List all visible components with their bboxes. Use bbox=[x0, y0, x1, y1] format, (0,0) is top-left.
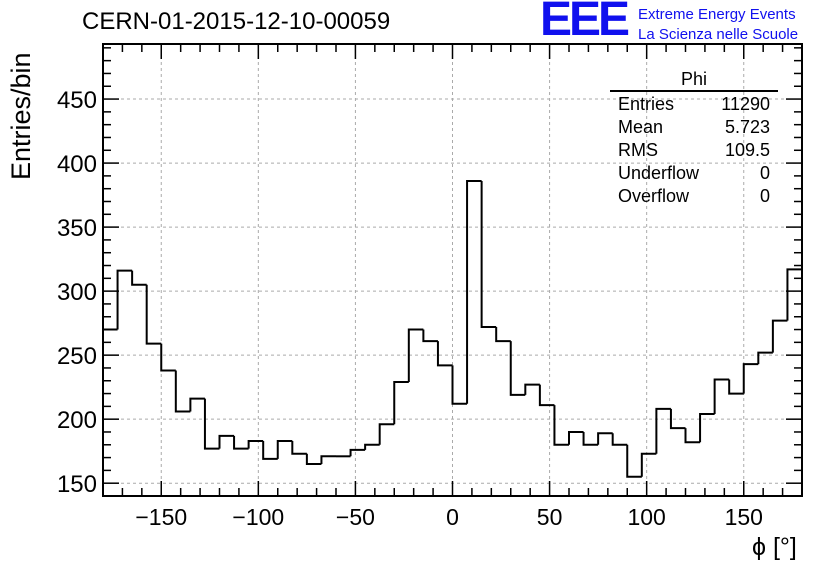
histogram-bin bbox=[393, 381, 409, 425]
histogram-bin bbox=[699, 413, 715, 443]
histogram-bin bbox=[786, 268, 802, 321]
histogram-bin bbox=[553, 405, 569, 446]
histogram-bin bbox=[145, 284, 162, 345]
histogram-bin bbox=[276, 439, 293, 459]
y-tick-label: 200 bbox=[57, 407, 97, 434]
histogram-bin bbox=[495, 326, 511, 343]
histogram-bin bbox=[189, 397, 205, 412]
histogram-bin bbox=[509, 341, 526, 396]
stats-row-overflow: Overflow 0 bbox=[610, 185, 778, 208]
stats-value: 109.5 bbox=[724, 140, 770, 160]
histogram-bin bbox=[305, 453, 322, 465]
histogram-bin bbox=[757, 351, 773, 365]
histogram-bin bbox=[422, 329, 438, 343]
stats-divider bbox=[610, 90, 778, 92]
histogram-bin bbox=[597, 432, 613, 445]
stats-box: Phi Entries 11290 Mean 5.723 RMS 109.5 U… bbox=[610, 68, 778, 208]
histogram-bin bbox=[684, 428, 701, 444]
x-tick-label: 100 bbox=[627, 504, 665, 530]
stats-label: RMS bbox=[618, 140, 658, 160]
logo-line-2: La Scienza nelle Scuole bbox=[638, 26, 799, 43]
stats-label: Entries bbox=[618, 94, 675, 114]
histogram-bin bbox=[742, 363, 759, 394]
histogram-bin bbox=[568, 430, 584, 445]
histogram-bin bbox=[582, 431, 599, 446]
histogram-bin bbox=[291, 440, 307, 455]
histogram-bin bbox=[626, 444, 642, 478]
histogram-bin bbox=[233, 435, 249, 450]
histogram-bin bbox=[349, 448, 366, 457]
stats-row-underflow: Underflow 0 bbox=[610, 162, 778, 185]
histogram-bin bbox=[174, 370, 191, 413]
histogram-bin bbox=[203, 398, 220, 450]
histogram-bin bbox=[538, 384, 555, 407]
histogram-bin bbox=[771, 319, 788, 353]
x-tick-label: −150 bbox=[135, 504, 187, 530]
histogram-bin bbox=[131, 270, 147, 286]
stats-label: Mean bbox=[618, 117, 664, 137]
stats-value: 5.723 bbox=[724, 117, 770, 137]
histogram-bin bbox=[466, 180, 482, 404]
histogram-bin bbox=[247, 439, 264, 449]
stats-row-rms: RMS 109.5 bbox=[610, 139, 778, 162]
histogram-bin bbox=[436, 341, 453, 367]
x-tick-label: −50 bbox=[336, 504, 375, 530]
stats-row-mean: Mean 5.723 bbox=[610, 116, 778, 139]
histogram-bin bbox=[262, 440, 278, 460]
logo-line-1: Extreme Energy Events bbox=[638, 6, 796, 23]
histogram-bin bbox=[320, 455, 336, 464]
histogram-bin bbox=[524, 383, 540, 395]
chart-title: CERN-01-2015-12-10-00059 bbox=[82, 8, 391, 35]
histogram-bin bbox=[116, 269, 133, 330]
y-tick-label: 150 bbox=[57, 471, 97, 498]
stats-value: 11290 bbox=[721, 94, 770, 114]
y-tick-label: 300 bbox=[57, 279, 97, 306]
stats-row-entries: Entries 11290 bbox=[610, 93, 778, 116]
histogram-bin bbox=[713, 378, 730, 415]
stats-label: Underflow bbox=[618, 163, 700, 183]
stats-value: 0 bbox=[759, 186, 770, 206]
histogram-bin bbox=[669, 408, 686, 430]
y-axis-label: Entries/bin bbox=[6, 52, 36, 180]
histogram-bin bbox=[218, 434, 235, 449]
x-tick-label: −100 bbox=[232, 504, 284, 530]
histogram-bin bbox=[640, 452, 657, 477]
histogram-bin bbox=[451, 365, 468, 405]
y-tick-label: 400 bbox=[57, 151, 97, 178]
histogram-bin bbox=[364, 443, 380, 450]
stats-title: Phi bbox=[680, 69, 707, 89]
histogram-bin bbox=[378, 423, 395, 445]
x-tick-label: 50 bbox=[537, 504, 563, 530]
histogram-bin bbox=[728, 379, 744, 395]
y-tick-label: 450 bbox=[57, 87, 97, 114]
histogram-bin bbox=[407, 328, 424, 383]
logo-mark: EEE bbox=[540, 0, 630, 46]
y-tick-label: 350 bbox=[57, 215, 97, 242]
histogram-bin bbox=[611, 433, 628, 446]
stats-value: 0 bbox=[759, 163, 770, 183]
x-tick-label: 150 bbox=[725, 504, 763, 530]
stats-label: Overflow bbox=[618, 186, 690, 206]
y-tick-label: 250 bbox=[57, 343, 97, 370]
x-tick-label: 0 bbox=[446, 504, 459, 530]
histogram-bin bbox=[480, 181, 497, 328]
x-axis-label: ϕ [°] bbox=[752, 533, 797, 561]
histogram-bin bbox=[655, 407, 671, 454]
histogram-bin bbox=[160, 343, 176, 372]
